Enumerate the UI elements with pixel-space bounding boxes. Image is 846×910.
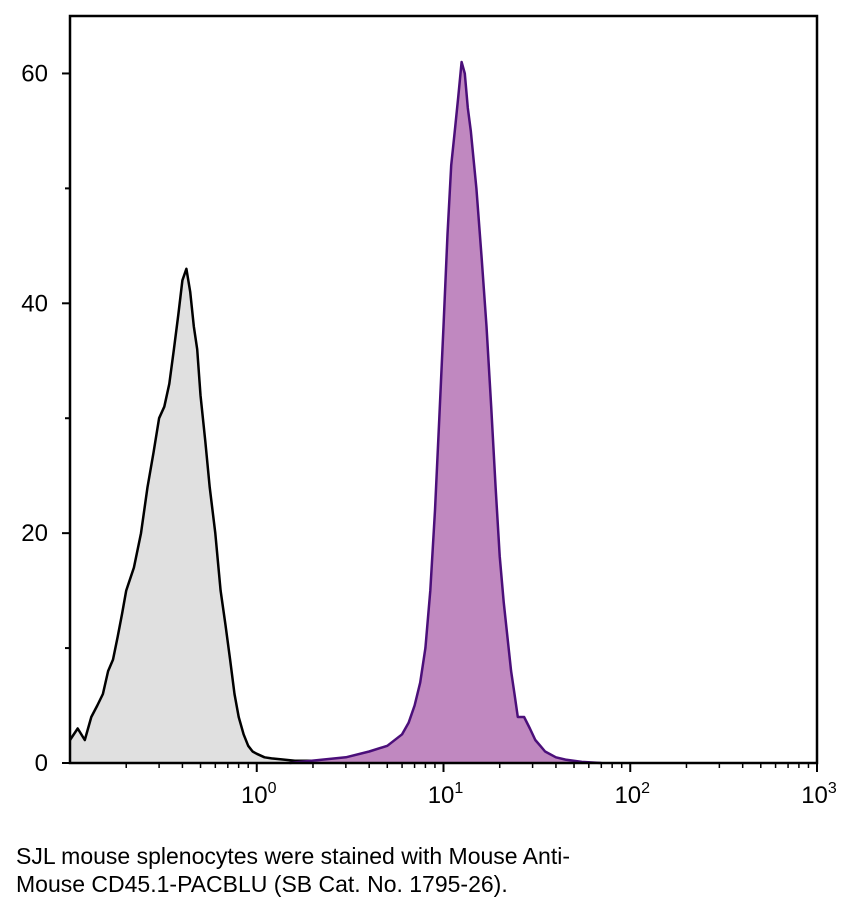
stained-histogram-line	[289, 60, 602, 765]
axis-layer: 0 20 40 60 100 101 102 103	[21, 60, 837, 809]
x-tick-label: 103	[801, 780, 837, 809]
histogram-chart: 0 20 40 60 100 101 102 103	[21, 14, 837, 809]
caption-line-2: Mouse CD45.1-PACBLU (SB Cat. No. 1795-26…	[16, 871, 508, 897]
x-tick-label: 102	[614, 780, 650, 809]
y-tick-label: 20	[21, 520, 48, 547]
y-tick-label: 60	[21, 60, 48, 87]
figure-caption: SJL mouse splenocytes were stained with …	[16, 842, 836, 898]
x-tick-label: 100	[241, 780, 277, 809]
y-tick-label: 0	[35, 750, 48, 777]
control-histogram-fill	[70, 268, 346, 763]
stained-histogram-fill	[289, 62, 602, 763]
control-histogram-line	[68, 267, 346, 765]
y-tick-label: 40	[21, 290, 48, 317]
series-layer	[68, 60, 602, 765]
x-tick-label: 101	[428, 780, 464, 809]
caption-line-1: SJL mouse splenocytes were stained with …	[16, 843, 570, 869]
